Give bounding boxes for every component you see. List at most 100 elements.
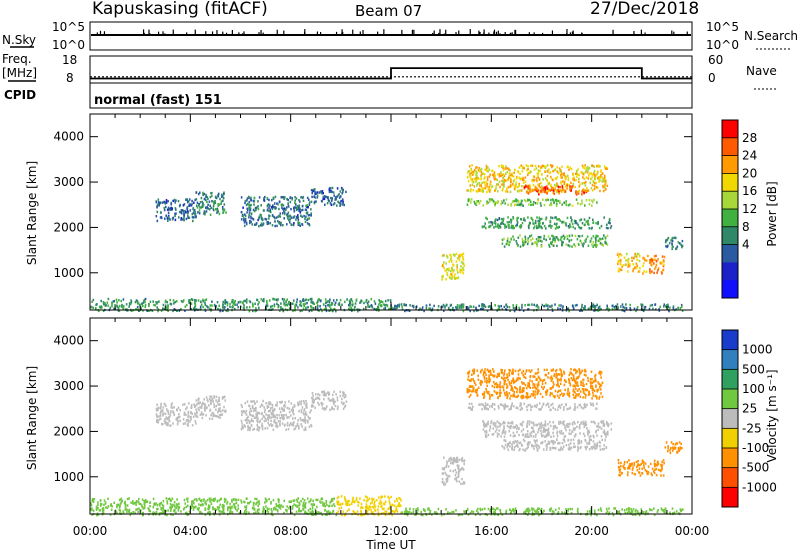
heatmap-cell bbox=[170, 504, 173, 507]
heatmap-cell bbox=[285, 207, 287, 210]
heatmap-cell bbox=[272, 428, 275, 431]
heatmap-cell bbox=[596, 388, 598, 392]
heatmap-cell bbox=[531, 513, 533, 516]
heatmap-cell bbox=[463, 482, 466, 485]
heatmap-cell bbox=[540, 217, 543, 221]
heatmap-cell bbox=[454, 254, 456, 257]
heatmap-cell bbox=[548, 188, 550, 191]
heatmap-cell bbox=[486, 178, 489, 182]
heatmap-cell bbox=[287, 202, 289, 205]
heatmap-cell bbox=[165, 214, 167, 217]
heatmap-cell bbox=[543, 224, 546, 228]
heatmap-cell bbox=[533, 225, 536, 228]
heatmap-cell bbox=[457, 464, 460, 467]
heatmap-cell bbox=[600, 392, 602, 395]
heatmap-cell bbox=[617, 307, 619, 311]
heatmap-cell bbox=[577, 168, 579, 171]
heatmap-cell bbox=[494, 304, 496, 307]
heatmap-cell bbox=[212, 400, 214, 403]
heatmap-cell bbox=[653, 271, 655, 275]
heatmap-cell bbox=[581, 190, 583, 193]
heatmap-cell bbox=[308, 198, 310, 201]
heatmap-cell bbox=[91, 300, 93, 303]
heatmap-cell bbox=[675, 236, 677, 240]
heatmap-cell bbox=[583, 191, 585, 195]
heatmap-cell bbox=[547, 170, 549, 173]
heatmap-cell bbox=[542, 511, 544, 514]
heatmap-cell bbox=[379, 499, 382, 502]
heatmap-cell bbox=[301, 425, 303, 428]
heatmap-cell bbox=[528, 369, 530, 372]
heatmap-cell bbox=[482, 189, 484, 193]
heatmap-cell bbox=[195, 414, 198, 418]
heatmap-cell bbox=[431, 307, 434, 310]
heatmap-cell bbox=[276, 404, 278, 407]
heatmap-cell bbox=[510, 180, 512, 183]
heatmap-cell bbox=[335, 310, 337, 313]
heatmap-cell bbox=[303, 402, 306, 405]
heatmap-cell bbox=[529, 235, 531, 238]
heatmap-cell bbox=[633, 257, 635, 260]
heatmap-cell bbox=[295, 304, 298, 307]
heatmap-cell bbox=[215, 306, 217, 309]
heatmap-cell bbox=[295, 510, 298, 513]
heatmap-cell bbox=[491, 169, 493, 172]
heatmap-cell bbox=[332, 309, 334, 313]
heatmap-cell bbox=[531, 242, 533, 246]
heatmap-cell bbox=[281, 196, 284, 199]
heatmap-cell bbox=[250, 220, 252, 224]
heatmap-cell bbox=[194, 198, 196, 202]
heatmap-cell bbox=[227, 309, 229, 313]
heatmap-cell bbox=[522, 218, 525, 221]
heatmap-cell bbox=[158, 418, 160, 421]
heatmap-cell bbox=[325, 500, 328, 503]
heatmap-cell bbox=[442, 274, 444, 278]
heatmap-cell bbox=[380, 501, 383, 504]
heatmap-cell bbox=[208, 398, 211, 401]
heatmap-cell bbox=[661, 262, 663, 265]
heatmap-cell bbox=[231, 498, 233, 502]
heatmap-cell bbox=[194, 212, 197, 215]
heatmap-cell bbox=[412, 306, 415, 309]
heatmap-cell bbox=[160, 508, 163, 511]
heatmap-cell bbox=[122, 307, 125, 310]
heatmap-cell bbox=[538, 185, 540, 188]
heatmap-cell bbox=[531, 303, 533, 306]
heatmap-cell bbox=[482, 180, 485, 184]
heatmap-cell bbox=[187, 200, 190, 203]
heatmap-cell bbox=[482, 172, 485, 175]
heatmap-cell bbox=[662, 264, 665, 268]
heatmap-cell bbox=[409, 304, 411, 307]
heatmap-cell bbox=[597, 306, 600, 309]
heatmap-cell bbox=[152, 511, 155, 514]
heatmap-cell bbox=[174, 218, 177, 222]
heatmap-cell bbox=[556, 182, 558, 185]
heatmap-cell bbox=[594, 511, 596, 514]
heatmap-cell bbox=[165, 306, 168, 309]
heatmap-cell bbox=[474, 513, 477, 516]
heatmap-cell bbox=[272, 409, 274, 413]
heatmap-cell bbox=[555, 216, 557, 219]
heatmap-cell bbox=[536, 188, 539, 191]
heatmap-cell bbox=[463, 459, 466, 462]
heatmap-cell bbox=[281, 307, 284, 311]
heatmap-cell bbox=[578, 177, 580, 180]
heatmap-cell bbox=[591, 204, 593, 207]
heatmap-cell bbox=[460, 482, 462, 486]
heatmap-cell bbox=[128, 497, 130, 500]
heatmap-cell bbox=[299, 300, 301, 303]
cpid-program: normal (fast) 151 bbox=[94, 93, 222, 108]
heatmap-cell bbox=[593, 172, 595, 175]
heatmap-cell bbox=[560, 180, 562, 183]
heatmap-cell bbox=[217, 203, 219, 206]
heatmap-cell bbox=[479, 371, 482, 374]
heatmap-cell bbox=[176, 419, 179, 422]
heatmap-cell bbox=[433, 304, 435, 308]
heatmap-cell bbox=[376, 307, 378, 311]
heatmap-cell bbox=[234, 300, 236, 303]
heatmap-cell bbox=[200, 406, 203, 409]
heatmap-cell bbox=[636, 512, 639, 515]
heatmap-cell bbox=[219, 503, 221, 506]
heatmap-cell bbox=[395, 497, 398, 500]
heatmap-cell bbox=[472, 305, 475, 308]
